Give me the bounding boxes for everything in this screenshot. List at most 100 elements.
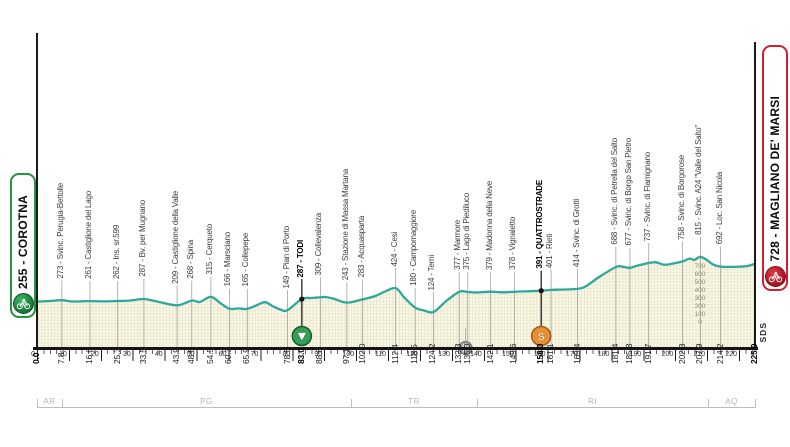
ruler-tick-label: 150: [501, 351, 514, 358]
elevation-scale-label: 300: [694, 294, 706, 302]
km-label: 7.8: [55, 352, 66, 364]
waypoint-label: 378 - Vignaletto: [508, 217, 518, 270]
region-code: AR: [43, 397, 56, 406]
waypoint-label: 166 - Marsciano: [223, 232, 233, 287]
km-label: 78.5: [281, 348, 292, 364]
km-label: 185.8: [623, 343, 634, 364]
region-code: RI: [588, 397, 598, 406]
ruler-tick-label: 80: [282, 351, 291, 358]
finish-capsule: 728 - MAGLIANO DE' MARSI: [762, 45, 788, 291]
km-label: 161.1: [545, 343, 556, 364]
region-code: PG: [200, 397, 213, 406]
start-cyclist-icon: [12, 293, 34, 314]
start-label: 255 - COROTNA: [16, 195, 30, 289]
km-label: 214.2: [714, 343, 725, 364]
km-label: 149.6: [508, 343, 519, 364]
ruler-tick-label: 10: [59, 351, 67, 358]
km-label: 54.5: [204, 348, 215, 364]
waypoint-label: 273 - Svinc. Perugia-Bettolle: [55, 182, 65, 279]
s-sprint-icon: [530, 325, 552, 347]
ruler-tick-label: 200: [661, 351, 674, 358]
waypoint-label: 287 - TODI: [295, 239, 305, 278]
ruler-tick-label: 70: [250, 351, 259, 358]
finish-cyclist-icon: [764, 266, 786, 287]
km-label: 25.3: [111, 348, 122, 364]
elevation-scale-label: 600: [694, 270, 706, 278]
ruler-tick-label: 110: [374, 351, 387, 358]
km-label: 83.0: [295, 348, 306, 364]
km-label: 88.8: [314, 348, 325, 364]
start-capsule: 255 - COROTNA: [10, 173, 36, 318]
ruler-tick-label: 170: [565, 351, 578, 358]
waypoint-label: 688 - Svinc. di Petrella del Salto: [609, 138, 619, 245]
waypoint-dot: [299, 296, 305, 302]
ruler-tick-label: 180: [597, 351, 610, 358]
region-bracket: [351, 407, 478, 408]
km-label: 65.9: [241, 348, 252, 364]
waypoint-label: 243 - Stazione di Massa Martana: [340, 169, 350, 281]
region-bracket: [61, 407, 351, 408]
waypoint-label: 424 - Cesi: [389, 231, 399, 267]
waypoint-label: 737 - Svinc. di Flamignano: [642, 151, 652, 242]
km-label: 0.0: [31, 352, 41, 364]
elevation-scale-label: 200: [694, 302, 706, 310]
km-label: 191.7: [642, 343, 653, 364]
waypoint-label: 268 - Spina: [185, 239, 195, 279]
ruler-tick-label: 160: [533, 351, 546, 358]
ruler-tick-label: 30: [122, 351, 131, 358]
km-label: 97.1: [340, 348, 351, 364]
region-bracket-tick: [755, 399, 756, 408]
ruler-tick-label: 210: [693, 351, 706, 358]
region-bracket-tick: [61, 399, 63, 408]
waypoint-label: 209 - Castiglione della Valle: [171, 190, 181, 284]
km-label: 202.3: [676, 343, 687, 364]
km-label: 135.0: [461, 343, 472, 364]
waypoint-label: 149 - Pian di Porto: [281, 225, 291, 289]
km-label: 48.5: [185, 348, 196, 364]
ruler-tick-label: 120: [406, 351, 418, 358]
ruler-tick-label: 50: [186, 351, 195, 358]
ruler-tick-label: 190: [629, 351, 642, 358]
ruler-tick-label: 130: [438, 351, 450, 358]
waypoint-label: 165 - Collepepe: [241, 233, 251, 287]
km-label: 181.4: [609, 343, 620, 364]
tv-triangle-icon: [296, 332, 307, 342]
waypoint-label: 414 - Svinc. di Grotti: [571, 198, 581, 267]
ruler-tick-label: 140: [470, 351, 482, 358]
km-label: 207.9: [694, 343, 705, 364]
waypoint-label: 309 - Collevalenza: [314, 212, 324, 276]
region-bracket: [477, 407, 709, 408]
km-label: 112.4: [389, 344, 400, 364]
waypoint-label: 180 - Campomaggiore: [409, 209, 419, 286]
x-axis: [33, 347, 758, 350]
waypoint-label: 391 - QUATTROSTRADE: [535, 180, 545, 269]
ruler-tick-label: 220: [725, 351, 738, 358]
ruler-tick-label: 60: [218, 351, 227, 358]
elevation-scale-label: 100: [694, 310, 706, 318]
finish-label: 728 - MAGLIANO DE' MARSI: [768, 96, 782, 262]
waypoint-label: 124 - Terni: [427, 254, 437, 291]
waypoint-label: 261 - Castiglione del Lago: [84, 191, 93, 280]
waypoint-label: 283 - Acquasparta: [356, 215, 366, 278]
s-letter: S: [538, 331, 545, 343]
region-code: AQ: [725, 397, 738, 406]
region-bracket-tick: [477, 399, 479, 408]
sds-watermark: SDS: [758, 322, 768, 343]
km-label: 124.2: [427, 343, 438, 364]
region-bracket: [708, 407, 755, 408]
waypoint-dot: [538, 288, 544, 294]
waypoint-label: 401 - Rieti: [545, 233, 555, 268]
waypoint-label: 815 - Svinc. A24 "Valle del Salto": [694, 124, 704, 235]
km-label: 60.3: [223, 348, 234, 364]
waypoint-label: 375 - Lago di Piediluco: [461, 193, 471, 270]
region-code: TR: [408, 397, 420, 406]
km-label: 158.0: [535, 343, 546, 364]
waypoint-label: 315 - Cerqueto: [204, 224, 214, 275]
elevation-scale-label: 500: [694, 278, 706, 286]
region-bracket-tick: [708, 399, 710, 408]
km-label: 118.5: [409, 344, 420, 364]
ruler-tick-label: 20: [91, 351, 99, 358]
km-label: 225.0: [749, 343, 759, 364]
